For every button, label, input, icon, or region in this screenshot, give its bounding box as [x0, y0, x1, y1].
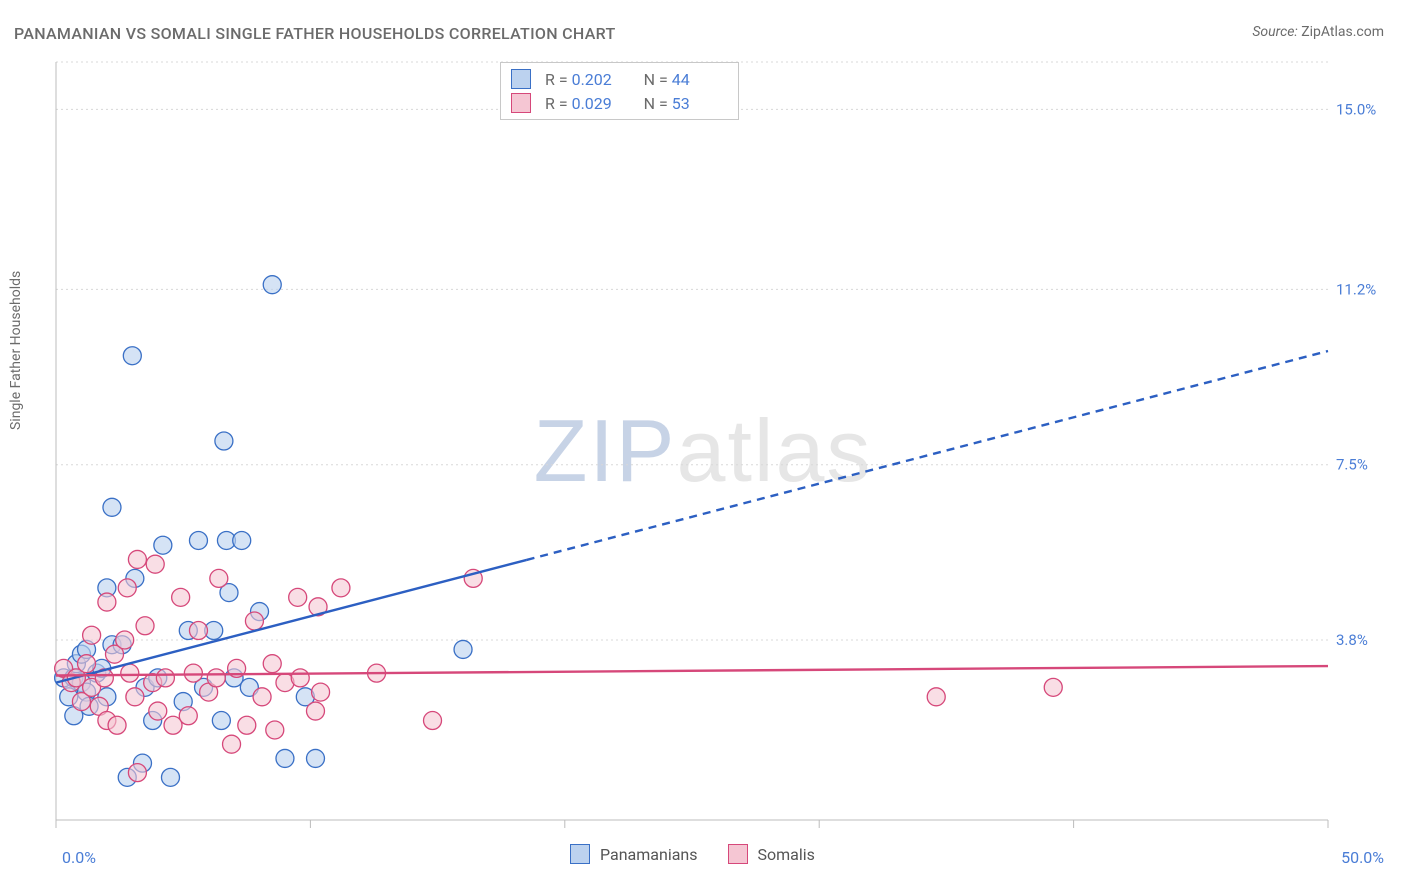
legend-r-label-1: R =	[545, 94, 572, 113]
legend-item-0: Panamanians	[570, 844, 698, 864]
legend-bottom-swatch-1	[728, 844, 748, 864]
source-label: Source:	[1252, 24, 1301, 40]
y-axis-label: Single Father Households	[8, 271, 24, 430]
y-tick-label: 11.2%	[1336, 280, 1376, 298]
y-tick-label: 3.8%	[1336, 631, 1368, 649]
legend-item-1: Somalis	[728, 844, 815, 864]
legend-bottom-swatch-0	[570, 844, 590, 864]
source-attribution: Source: ZipAtlas.com	[1252, 24, 1384, 40]
legend-n-value-1: 53	[672, 94, 724, 113]
legend-n-label-1: N =	[644, 94, 672, 113]
y-tick-label: 7.5%	[1336, 456, 1368, 474]
legend-series: Panamanians Somalis	[570, 844, 815, 864]
legend-bottom-label-1: Somalis	[758, 845, 815, 864]
legend-bottom-label-0: Panamanians	[600, 845, 698, 864]
legend-stats-row-0: R = 0.202 N = 44	[501, 67, 738, 91]
correlation-chart: 15.0% 11.2% 7.5% 3.8%	[50, 56, 1388, 830]
legend-r-value-1: 0.029	[572, 94, 624, 113]
legend-n-label-0: N =	[644, 70, 672, 89]
legend-r-label-0: R =	[545, 70, 572, 89]
scatter-series-panamanians	[55, 276, 472, 787]
scatter-series-somalis	[55, 550, 1063, 781]
legend-stats: R = 0.202 N = 44 R = 0.029 N = 53	[500, 62, 739, 120]
source-site: ZipAtlas.com	[1301, 24, 1384, 40]
legend-stats-row-1: R = 0.029 N = 53	[501, 91, 738, 115]
x-axis-max-label: 50.0%	[1341, 848, 1384, 867]
chart-title: PANAMANIAN VS SOMALI SINGLE FATHER HOUSE…	[14, 24, 616, 43]
legend-swatch-1	[511, 93, 531, 113]
x-axis-min-label: 0.0%	[62, 848, 96, 867]
legend-n-value-0: 44	[672, 70, 724, 89]
legend-swatch-0	[511, 69, 531, 89]
legend-r-value-0: 0.202	[572, 70, 624, 89]
y-tick-label: 15.0%	[1336, 100, 1376, 118]
